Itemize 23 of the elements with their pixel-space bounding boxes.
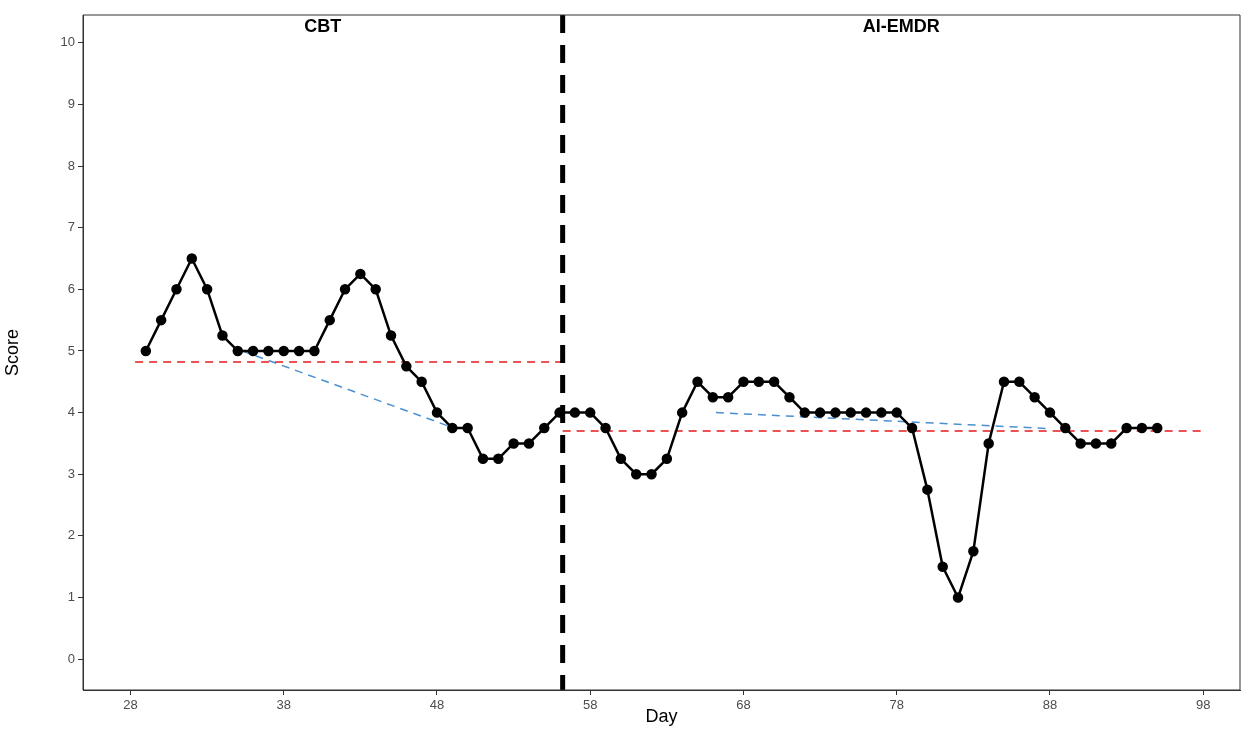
x-tick-label: 38: [276, 697, 291, 713]
y-tick-label: 0: [67, 650, 75, 666]
x-tick-label: 68: [736, 697, 751, 713]
x-tick-label: 78: [889, 697, 904, 713]
y-tick-label: 2: [67, 527, 75, 543]
y-tick-label: 4: [67, 404, 75, 420]
x-tick-label: 48: [429, 697, 445, 713]
y-tick-label: 9: [67, 95, 75, 111]
annotation: CBT: [304, 15, 342, 36]
y-tick-label: 1: [67, 589, 75, 605]
y-tick-label: 10: [60, 34, 75, 50]
y-tick-label: 8: [67, 157, 75, 173]
y-tick-label: 3: [67, 465, 75, 481]
x-tick-label: 28: [123, 697, 138, 713]
x-tick-label: 98: [1195, 697, 1211, 713]
y-tick-label: 5: [67, 342, 75, 358]
annotation: AI-EMDR: [862, 15, 940, 36]
x-tick-label: 88: [1042, 697, 1058, 713]
x-tick-label: 58: [583, 697, 598, 713]
x-axis-title: Day: [645, 706, 678, 727]
y-axis-title: Score: [1, 328, 22, 377]
y-tick-label: 6: [67, 280, 75, 296]
y-tick-label: 7: [67, 219, 75, 235]
